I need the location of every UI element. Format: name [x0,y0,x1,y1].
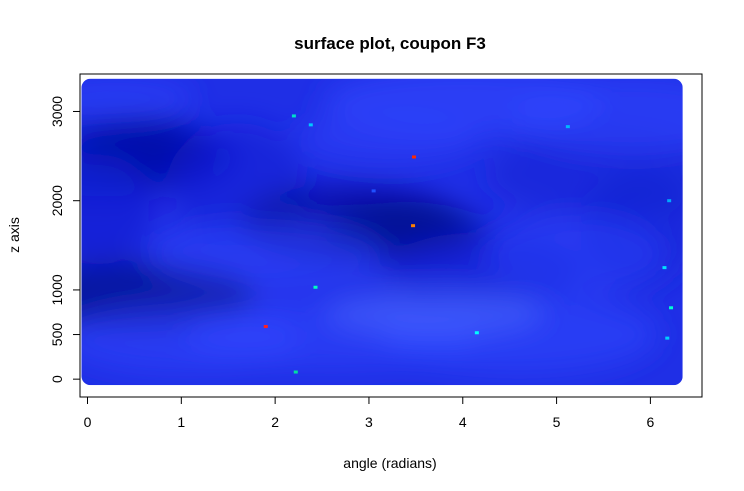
surface-shading-patch [324,287,545,338]
outlier-point [667,199,672,203]
x-tick-label: 2 [271,414,279,430]
chart-title: surface plot, coupon F3 [294,34,486,53]
x-tick-label: 5 [553,414,561,430]
y-tick-label: 500 [49,323,65,347]
surface-shading-patch [81,154,157,265]
outlier-point [565,125,570,129]
surface-field [81,78,683,386]
outlier-point [293,370,298,374]
outlier-point [313,285,318,289]
surface-shading-patch [81,304,302,375]
x-axis: 0 1 2 3 4 5 6 [84,396,655,430]
outlier-point [662,266,667,270]
outlier-point [371,189,376,193]
y-axis-label: z axis [6,217,22,253]
outlier-point [669,306,674,310]
outlier-point [474,331,479,335]
x-tick-label: 4 [459,414,467,430]
surface-shading-patch [145,219,386,290]
outlier-point [411,155,416,159]
surface-shading-patch [297,113,478,164]
y-tick-label: 0 [49,375,65,383]
x-tick-label: 1 [177,414,185,430]
x-axis-label: angle (radians) [343,455,436,471]
plot-area [81,78,683,386]
surface-shading-patch [485,214,666,295]
y-axis: 0 500 1000 2000 3000 [49,96,81,383]
y-tick-label: 3000 [49,96,65,127]
outlier-point [411,224,416,228]
outlier-point [665,336,670,340]
outlier-points [263,114,674,374]
x-tick-label: 6 [647,414,655,430]
outlier-point [291,114,296,118]
y-tick-label: 1000 [49,274,65,305]
y-tick-label: 2000 [49,185,65,216]
x-tick-label: 3 [365,414,373,430]
outlier-point [263,325,268,329]
surface-shading [81,78,683,375]
outlier-point [308,123,313,127]
surface-shading-patch [81,78,196,119]
x-tick-label: 0 [84,414,92,430]
surface-shading-patch [511,78,683,156]
